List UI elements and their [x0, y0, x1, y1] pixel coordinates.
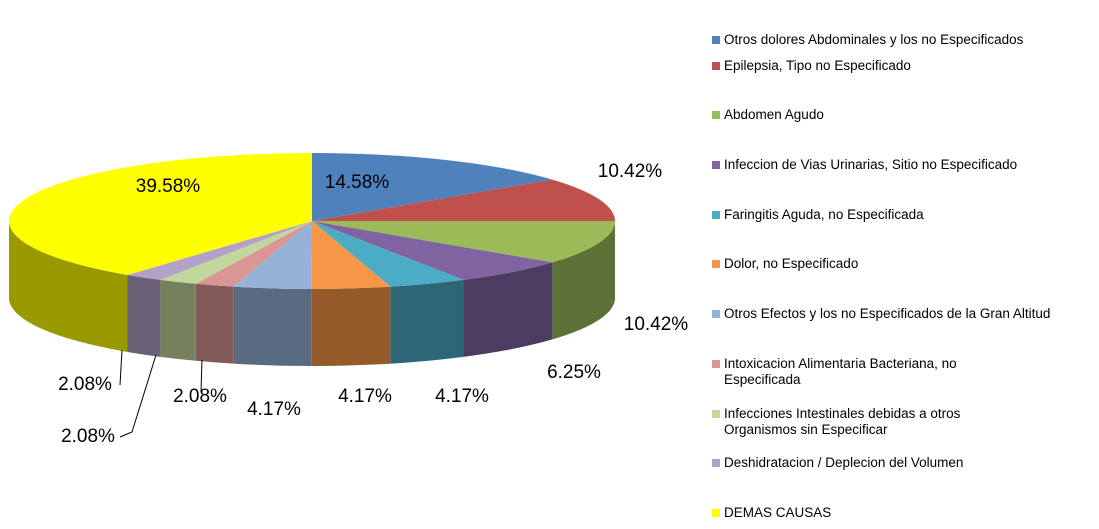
legend-item: Otros Efectos y los no Especificados de … [712, 306, 1074, 322]
leader-line [119, 354, 157, 438]
pie-slice [233, 221, 312, 289]
legend-label: Otros Efectos y los no Especificados de … [724, 306, 1051, 321]
data-label: 10.42% [598, 161, 663, 182]
legend-swatch [712, 410, 720, 418]
data-label: 10.42% [624, 314, 689, 335]
pie-side [233, 286, 312, 366]
legend-swatch [712, 62, 720, 70]
data-label: 2.08% [58, 374, 112, 395]
pie-side [127, 274, 161, 357]
legend-swatch [712, 509, 720, 517]
legend-label: Epilepsia, Tipo no Especificado [724, 58, 911, 73]
legend-label: Dolor, no Especificado [724, 256, 859, 271]
legend-item: Deshidratacion / Deplecion del Volumen [712, 455, 1099, 471]
leader-line [119, 349, 123, 386]
legend-item: Epilepsia, Tipo no Especificado [712, 58, 1099, 74]
leader-line [200, 359, 203, 393]
pie-slice [195, 221, 312, 287]
pie-side [8, 221, 128, 352]
legend-swatch [712, 459, 720, 467]
legend-item: Intoxicacion Alimentaria Bacteriana, no … [712, 356, 1036, 388]
data-label: 6.25% [547, 362, 601, 383]
pie-slice [312, 179, 615, 221]
pie-slice [9, 153, 313, 275]
data-label: 2.08% [61, 426, 115, 447]
data-label: 4.17% [435, 386, 489, 407]
pie-slice [312, 153, 553, 221]
legend-swatch [712, 310, 720, 318]
legend-swatch [712, 161, 720, 169]
legend-swatch [712, 360, 720, 368]
legend-swatch [712, 260, 720, 268]
legend-item: Dolor, no Especificado [712, 256, 1099, 272]
pie-area: 14.58% 10.42% 10.42% 6.25% 4.17% 4.17% 4.17% 2.… [8, 153, 689, 447]
legend-swatch [712, 211, 720, 219]
pie-slice [312, 221, 553, 280]
legend-label: DEMAS CAUSAS [724, 505, 832, 520]
data-label: 4.17% [338, 386, 392, 407]
legend-item: DEMAS CAUSAS [712, 505, 1099, 521]
legend-item: Infeccion de Vias Urinarias, Sitio no Es… [712, 157, 1099, 173]
legend-item: Infecciones Intestinales debidas a otros… [712, 406, 1036, 438]
pie-slice [312, 221, 464, 287]
pie-slice [311, 221, 391, 289]
legend-item: Otros dolores Abdominales y los no Espec… [712, 32, 1044, 48]
legend-label: Abdomen Agudo [724, 107, 824, 122]
pie-side [195, 283, 234, 364]
pie-side [390, 279, 464, 364]
pie-slice [160, 221, 312, 284]
pie-side [463, 262, 553, 357]
pie-side [311, 286, 391, 367]
pie-slice [127, 221, 313, 280]
legend-label: Deshidratacion / Deplecion del Volumen [724, 455, 964, 470]
data-label: 14.58% [325, 172, 390, 193]
legend-item: Faringitis Aguda, no Especificada [712, 207, 1099, 223]
legend-swatch [712, 111, 720, 119]
legend-label: Infeccion de Vias Urinarias, Sitio no Es… [724, 157, 1018, 172]
legend-label: Intoxicacion Alimentaria Bacteriana, no … [724, 356, 957, 387]
legend-item: Abdomen Agudo [712, 107, 1099, 123]
legend-label: Faringitis Aguda, no Especificada [724, 207, 924, 222]
legend-label: Otros dolores Abdominales y los no Espec… [724, 32, 1024, 47]
legend-label: Infecciones Intestinales debidas a otros… [724, 406, 961, 437]
data-label: 2.08% [173, 386, 227, 407]
pie-slice [312, 221, 615, 263]
data-label: 39.58% [136, 176, 201, 197]
pie-side [160, 279, 196, 361]
data-label: 4.17% [247, 399, 301, 420]
legend-swatch [712, 36, 720, 44]
pie-side [552, 221, 615, 340]
